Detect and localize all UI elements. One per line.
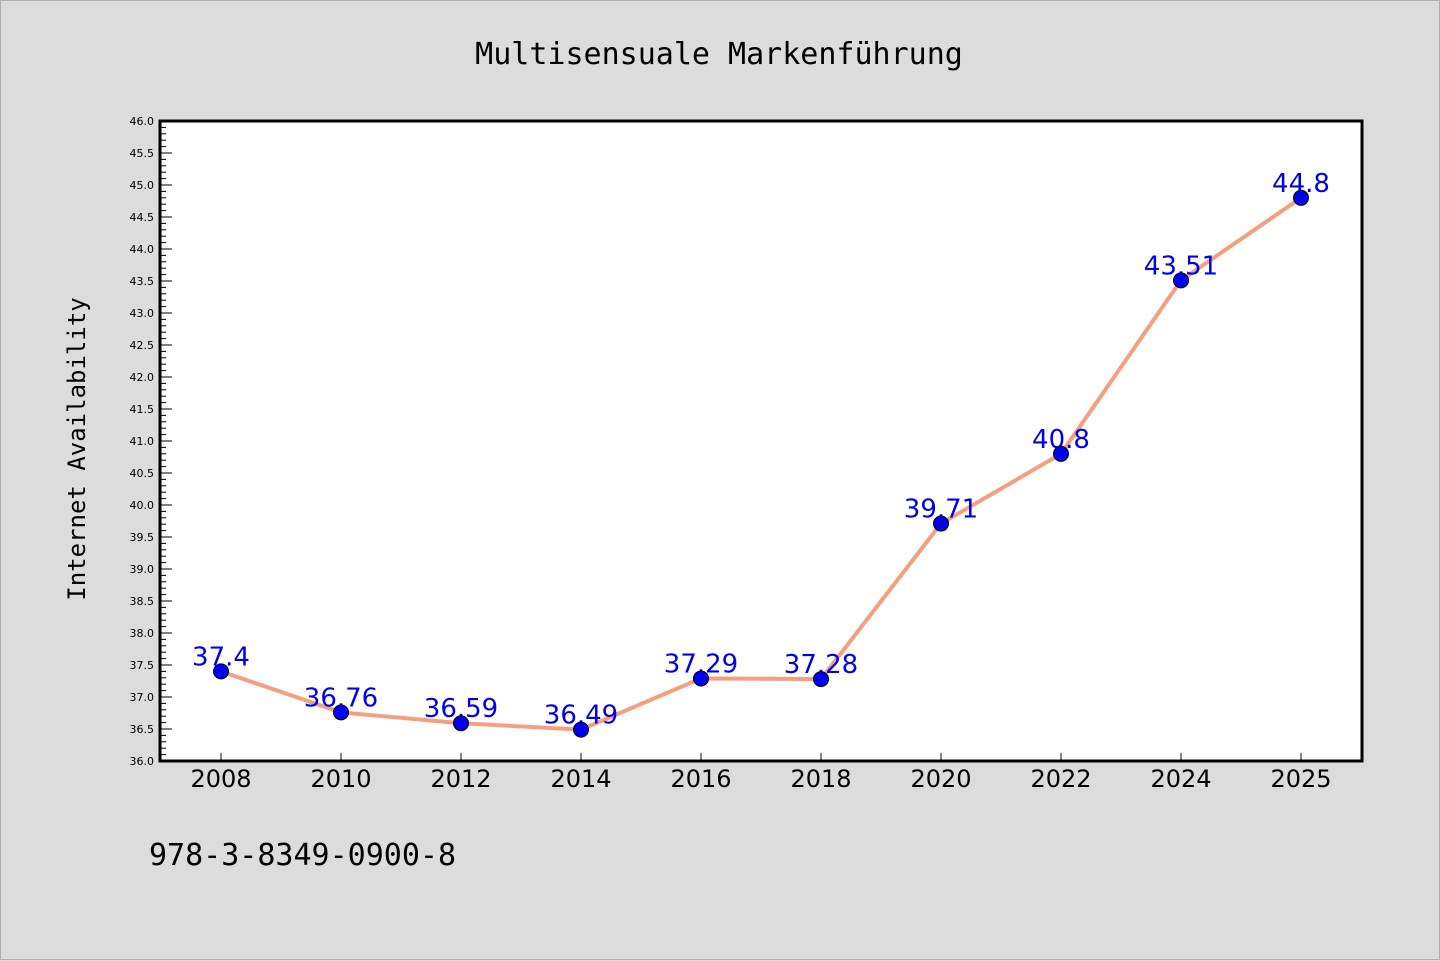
y-axis-label: Internet Availability	[63, 297, 91, 600]
y-tick-label: 45.0	[130, 179, 155, 192]
y-tick-label: 40.0	[130, 499, 155, 512]
x-tick-label: 2016	[670, 765, 731, 793]
x-tick-label: 2010	[310, 765, 371, 793]
plot-area	[160, 121, 1362, 761]
y-tick-label: 38.5	[130, 595, 155, 608]
x-axis-ticks: 2008 2010 2012 2014 2016 2018 2020 2022 2024 2025	[190, 753, 1332, 793]
y-tick-label: 43.5	[130, 275, 155, 288]
y-tick-label: 43.0	[130, 307, 155, 320]
y-tick-label: 37.5	[130, 659, 155, 672]
y-tick-label: 41.5	[130, 403, 155, 416]
x-tick-label: 2020	[910, 765, 971, 793]
plot-frame	[158, 119, 1364, 763]
data-point	[1173, 272, 1189, 289]
y-tick-label: 41.0	[130, 435, 155, 448]
data-point	[933, 515, 949, 532]
x-tick-label: 2022	[1030, 765, 1091, 793]
chart-title: Multisensuale Markenführung	[475, 37, 963, 72]
data-markers	[213, 189, 1309, 738]
x-tick-label: 2025	[1270, 765, 1331, 793]
y-tick-label: 44.0	[130, 243, 155, 256]
data-point	[693, 670, 709, 687]
x-tick-label: 2008	[190, 765, 251, 793]
data-point	[573, 721, 589, 738]
y-tick-label: 44.5	[130, 211, 155, 224]
y-tick-label: 46.0	[130, 115, 155, 128]
y-tick-label: 40.5	[130, 467, 155, 480]
y-tick-label: 37.0	[130, 691, 155, 704]
y-tick-label: 38.0	[130, 627, 155, 640]
x-tick-label: 2018	[790, 765, 851, 793]
x-tick-label: 2014	[550, 765, 611, 793]
data-point	[1053, 445, 1069, 462]
y-tick-label: 42.0	[130, 371, 155, 384]
data-point	[1293, 189, 1309, 206]
isbn-text: 978-3-8349-0900-8	[149, 838, 456, 873]
y-tick-label: 36.5	[130, 723, 155, 736]
x-tick-label: 2012	[430, 765, 491, 793]
y-tick-label: 39.0	[130, 563, 155, 576]
data-point	[453, 715, 469, 732]
y-axis-ticks: 36.0 36.5 37.0 37.5 38.0 38.5 39.0 39.5 40.0 40.5…	[130, 115, 172, 768]
data-point	[213, 663, 229, 680]
x-tick-label: 2024	[1150, 765, 1211, 793]
data-point	[813, 671, 829, 688]
y-tick-label: 36.0	[130, 755, 155, 768]
data-point	[333, 704, 349, 721]
y-tick-label: 42.5	[130, 339, 155, 352]
y-tick-label: 45.5	[130, 147, 155, 160]
y-tick-label: 39.5	[130, 531, 155, 544]
series-line	[219, 195, 1303, 732]
